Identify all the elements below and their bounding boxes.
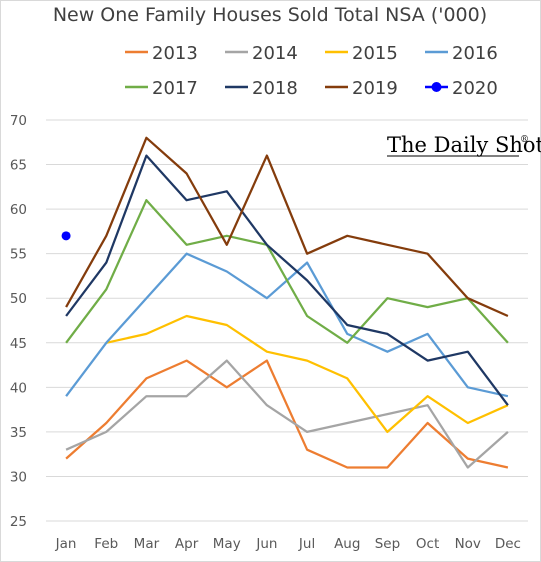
y-tick-label: 30 [10, 469, 27, 485]
x-tick-label: Sep [375, 536, 400, 552]
legend-item-2020: 2020 [425, 78, 498, 99]
line-2013 [65, 359, 509, 469]
x-tick-label: Jul [298, 536, 315, 552]
x-tick-label: Aug [334, 536, 360, 552]
x-tick-label: Jan [55, 536, 77, 552]
watermark: The Daily Shot ® [387, 133, 541, 157]
x-tick-label: Feb [94, 536, 118, 552]
legend-label: 2014 [252, 43, 298, 64]
line-2018 [65, 154, 509, 406]
y-tick-label: 55 [10, 247, 27, 263]
y-tick-label: 45 [10, 336, 27, 352]
legend-label: 2013 [152, 43, 198, 64]
series-2014 [65, 359, 509, 469]
legend-label: 2020 [452, 78, 498, 99]
x-tick-label: May [213, 536, 241, 552]
gridlines [46, 119, 528, 522]
y-tick-label: 70 [10, 113, 27, 129]
y-tick-label: 35 [10, 425, 27, 441]
legend-label: 2017 [152, 78, 198, 99]
series-2019 [65, 136, 509, 318]
y-tick-label: 50 [10, 291, 27, 307]
line-2017 [65, 199, 509, 344]
x-tick-label: Mar [134, 536, 160, 552]
legend-item-2017: 2017 [125, 78, 198, 99]
point-2020-Jan [61, 231, 71, 241]
x-axis: Jan Feb Mar Apr May Jun Jul Aug Sep Oct Nov Dec [55, 536, 521, 552]
series-lines [61, 136, 509, 469]
legend-item-2013: 2013 [125, 43, 198, 64]
x-tick-label: Apr [175, 536, 199, 552]
y-tick-label: 65 [10, 158, 27, 174]
legend-label: 2018 [252, 78, 298, 99]
line-2019 [65, 136, 509, 318]
legend-item-2015: 2015 [325, 43, 398, 64]
line-2014 [65, 359, 509, 469]
legend-label: 2019 [352, 78, 398, 99]
x-tick-label: Dec [495, 536, 521, 552]
watermark-text: The Daily Shot [387, 133, 541, 157]
series-2013 [65, 359, 509, 469]
y-tick-label: 40 [10, 380, 27, 396]
series-2017 [65, 199, 509, 344]
x-tick-label: Jun [255, 536, 277, 552]
legend-label: 2015 [352, 43, 398, 64]
legend-item-2014: 2014 [225, 43, 298, 64]
series-2020 [61, 231, 71, 241]
y-tick-label: 60 [10, 202, 27, 218]
y-tick-label: 25 [10, 514, 27, 530]
legend: 2013 2014 2015 2016 2017 2018 2019 2020 [125, 43, 498, 99]
legend-item-2019: 2019 [325, 78, 398, 99]
legend-label: 2016 [452, 43, 498, 64]
line-2015 [106, 314, 509, 434]
x-tick-label: Nov [455, 536, 481, 552]
y-axis: 25 30 35 40 45 50 55 60 65 70 [10, 113, 27, 530]
watermark-registered-mark: ® [520, 135, 529, 145]
legend-marker [431, 82, 442, 92]
series-2018 [65, 154, 509, 406]
series-2015 [106, 314, 509, 434]
legend-item-2018: 2018 [225, 78, 298, 99]
legend-item-2016: 2016 [425, 43, 498, 64]
chart-title: New One Family Houses Sold Total NSA ('0… [53, 4, 487, 26]
x-tick-label: Oct [416, 536, 439, 552]
